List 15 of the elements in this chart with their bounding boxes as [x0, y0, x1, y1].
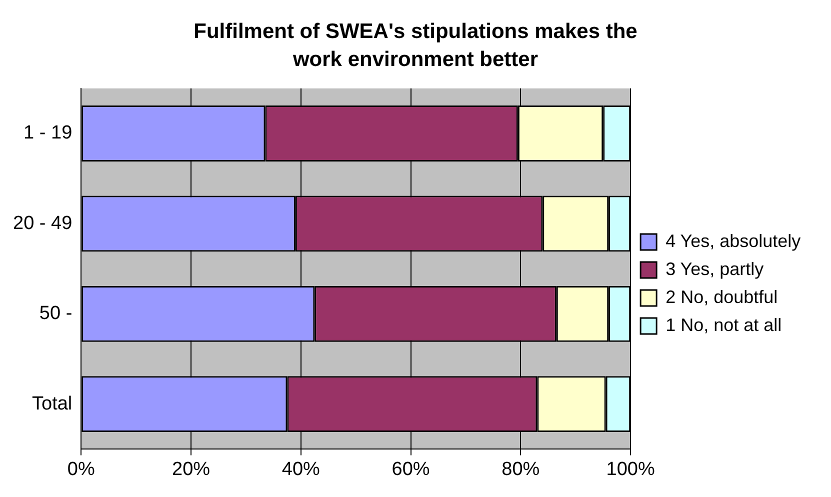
- x-tick-label: 20%: [172, 458, 210, 480]
- y-tick-label: 20 - 49: [12, 212, 72, 234]
- legend-label: 2 No, doubtful: [666, 286, 778, 307]
- x-tick-label: 40%: [282, 458, 320, 480]
- x-tick-label: 0%: [67, 458, 95, 480]
- y-tick-label: Total: [32, 393, 72, 414]
- x-tick-label: 80%: [502, 458, 540, 480]
- chart-title: Fulfilment of SWEA's stipulations makes the work environment better: [192, 19, 638, 73]
- y-tick-label: 1 - 19: [24, 122, 72, 144]
- x-tick-label: 100%: [606, 458, 655, 480]
- legend-label: 1 No, not at all: [666, 314, 782, 335]
- y-tick-label: 50 -: [39, 303, 72, 324]
- x-tick-label: 60%: [392, 458, 430, 480]
- legend-label: 3 Yes, partly: [666, 258, 764, 279]
- legend-label: 4 Yes, absolutely: [666, 230, 801, 251]
